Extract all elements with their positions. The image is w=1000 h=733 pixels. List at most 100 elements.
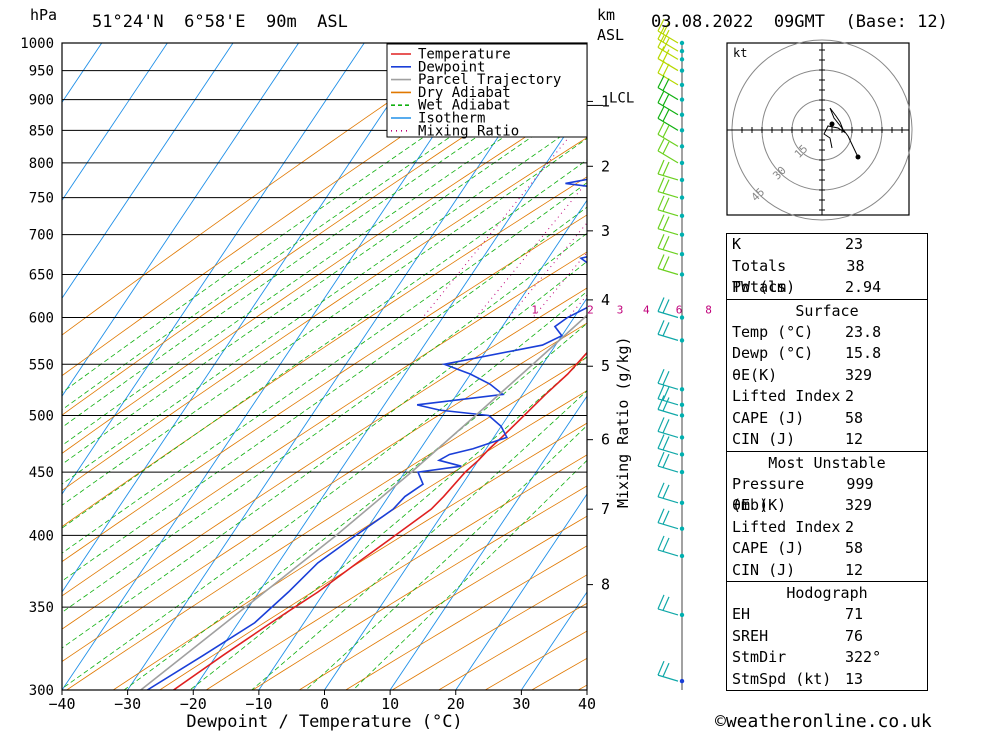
pw-value: 2.94: [845, 278, 882, 296]
wind-barb: [657, 482, 679, 504]
x-tick-label: −10: [245, 695, 272, 713]
barb-station-dot: [679, 435, 685, 440]
hodograph-trace: [823, 107, 849, 149]
isotherm-line: [389, 395, 587, 690]
barb-feather: [662, 537, 670, 552]
barb-station-dot: [679, 144, 685, 149]
barb-shaft: [657, 430, 679, 439]
wet-adiabat-line: [62, 43, 562, 394]
eh-value: 71: [845, 605, 864, 623]
stmspd-value: 13: [845, 669, 864, 688]
most-unstable-section: Most Unstable Pressure (mb) 999 θE (K) 329…: [727, 450, 927, 582]
wind-barb: [657, 417, 679, 439]
wind-barb-column: [657, 18, 685, 690]
eh-label: EH: [732, 605, 751, 623]
barb-shaft: [657, 398, 679, 406]
pressure-tick-label: 600: [29, 311, 54, 327]
mu-cin-value: 12: [845, 560, 864, 579]
wet-adiabat-line: [352, 459, 587, 690]
barb-feather: [662, 371, 670, 386]
barb-station-dot: [679, 177, 685, 183]
wet-adiabat-line: [62, 232, 587, 613]
barb-feather: [657, 417, 665, 432]
pressure-tick-label: 900: [29, 93, 54, 109]
barb-station-dot: [679, 195, 685, 200]
barb-station-dot: [679, 500, 685, 506]
surface-cape-value: 58: [845, 408, 864, 427]
totals-value: 38: [846, 256, 865, 275]
legend-entry: Temperature: [418, 47, 511, 63]
barb-feather: [657, 395, 665, 410]
surface-theta-label: θE(K): [732, 365, 778, 384]
isotherm-line: [62, 43, 365, 495]
wind-barb: [657, 594, 679, 616]
x-tick-label: 20: [447, 695, 465, 713]
asl-label: ASL: [597, 26, 625, 44]
barb-shaft: [657, 72, 679, 86]
dry-adiabat-line: [66, 356, 587, 690]
mixing-ratio-label: 6: [676, 304, 683, 317]
barb-feather: [662, 662, 670, 677]
barb-feather: [662, 299, 670, 314]
barb-shaft: [657, 549, 679, 557]
surface-dewp-label: Dewp (°C): [732, 344, 814, 362]
pw-label: PW (cm): [732, 278, 796, 296]
barb-feather: [657, 254, 665, 269]
pressure-tick-label: 500: [29, 408, 54, 424]
barb-station-dot: [679, 160, 685, 166]
mu-cape-value: 58: [845, 539, 864, 557]
barb-feather: [657, 384, 665, 400]
barb-station-dot: [679, 57, 685, 62]
barb-feather: [662, 256, 670, 271]
isotherm-line: [192, 101, 587, 690]
barb-station-dot: [679, 232, 685, 237]
mu-pressure-value: 999: [846, 474, 874, 493]
x-tick-label: −40: [48, 695, 75, 713]
barb-feather: [662, 63, 670, 77]
barb-feather: [657, 35, 665, 48]
dry-adiabat-line: [62, 43, 541, 377]
km-tick-label: 8: [601, 576, 610, 594]
legend-entry: Isotherm: [418, 111, 485, 127]
barb-feather: [657, 233, 665, 249]
surface-li-value: 2: [845, 387, 855, 405]
mixing-ratio-line: [422, 114, 587, 318]
wind-barb: [657, 35, 679, 60]
barb-feather: [662, 386, 670, 401]
credit-link[interactable]: ©weatheronline.co.uk: [715, 711, 932, 732]
barb-station-dot: [679, 402, 685, 408]
barb-feather: [657, 46, 665, 59]
barb-feather: [657, 320, 665, 335]
barb-feather: [657, 369, 665, 384]
barb-shaft: [657, 173, 679, 181]
profile-lines: [140, 178, 587, 690]
hodograph-storm-vector: [847, 135, 859, 158]
barb-shaft: [657, 191, 679, 199]
barb-feather: [657, 297, 665, 312]
mixing-ratio-label: 2: [587, 304, 594, 317]
totals-row: Totals Totals 38: [727, 256, 927, 297]
barb-shaft: [657, 496, 679, 504]
barb-station-dot: [679, 213, 685, 219]
dry-adiabat-line: [62, 96, 587, 454]
barb-station-dot: [679, 315, 685, 320]
barb-shaft: [657, 46, 679, 60]
barb-feather: [662, 510, 670, 525]
barb-feather: [662, 141, 670, 155]
km-tick-label: 1: [601, 92, 610, 110]
barb-shaft: [657, 150, 679, 164]
mu-cape-label: CAPE (J): [732, 539, 805, 557]
dry-adiabat-line: [62, 43, 476, 336]
wind-barb: [657, 75, 679, 101]
barb-feather: [662, 29, 670, 43]
surface-li-label: Lifted Index: [732, 387, 841, 405]
barb-feather: [662, 436, 670, 451]
wind-barb: [657, 159, 679, 181]
pw-row: PW (cm) 2.94: [727, 277, 927, 299]
legend-box: [386, 43, 588, 138]
mu-li-label: Lifted Index: [732, 517, 841, 536]
mixing-ratio-label: 8: [705, 304, 712, 317]
surface-cin-value: 12: [845, 430, 864, 448]
wet-adiabat-line: [251, 390, 587, 690]
